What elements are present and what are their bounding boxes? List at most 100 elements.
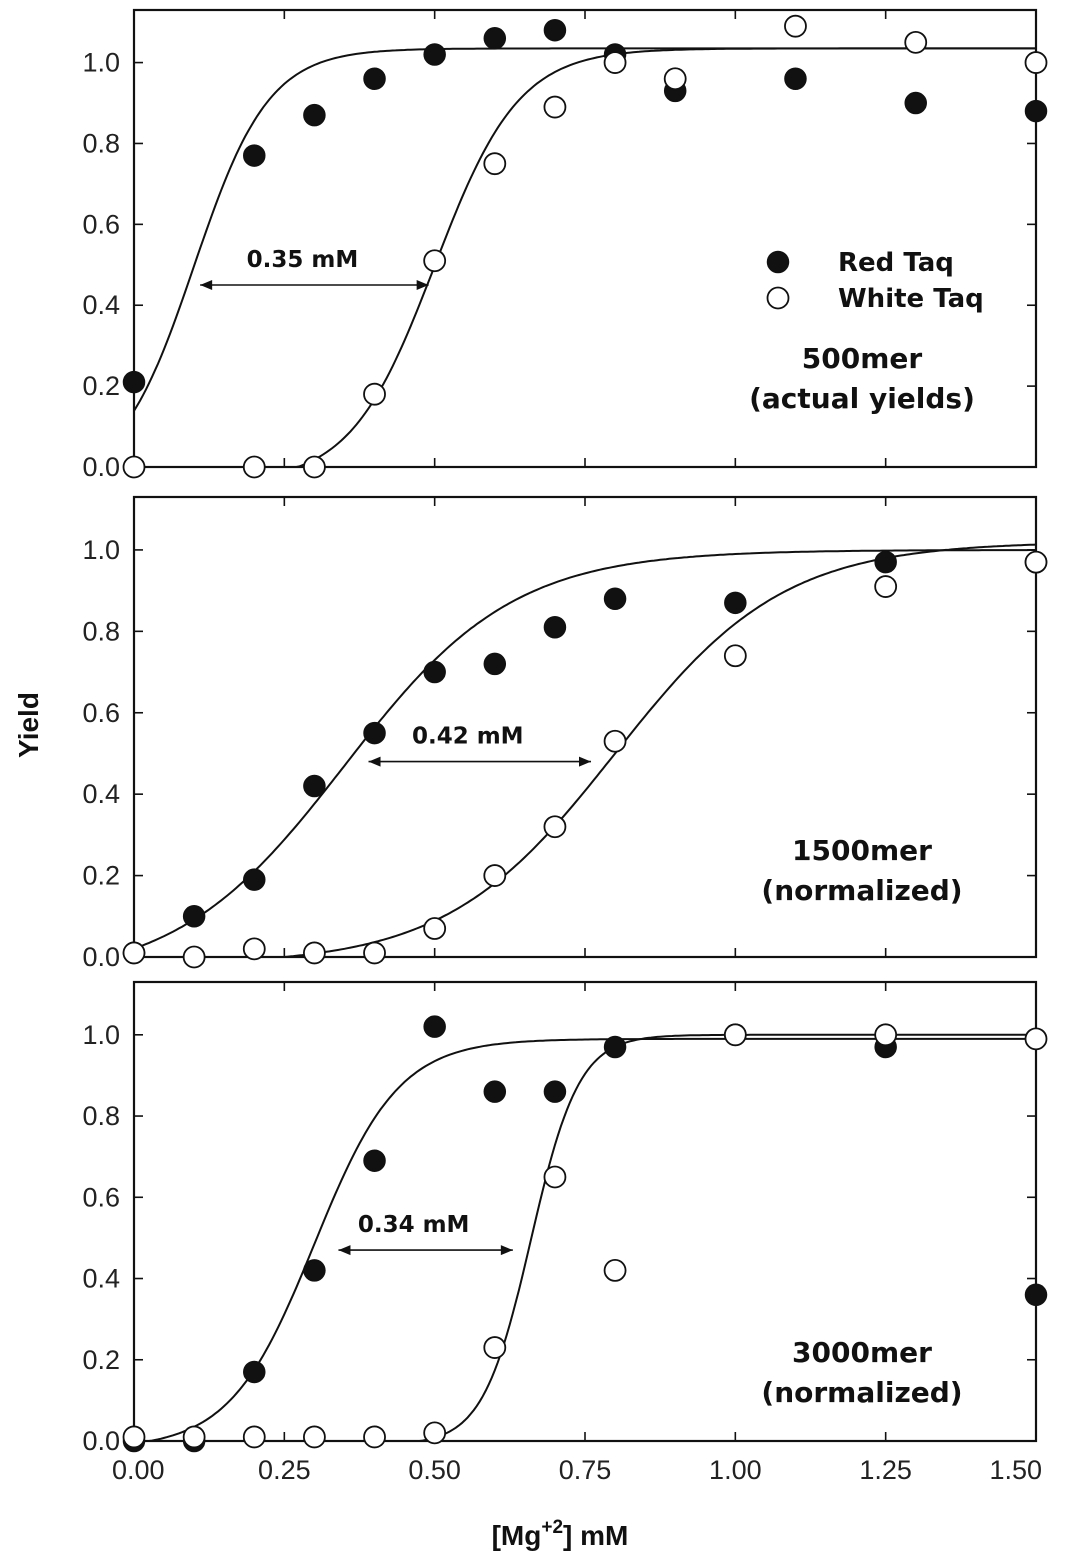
data-point-white-taq <box>483 864 507 887</box>
data-point-white-taq <box>603 729 627 753</box>
panel-label-line: 500mer <box>802 342 923 375</box>
y-tick-label: 1.0 <box>82 1020 120 1050</box>
data-point-white-taq <box>423 917 447 940</box>
data-point-white-taq <box>1024 1027 1048 1051</box>
data-point-white-taq <box>122 455 146 479</box>
data-point-white-taq <box>663 67 687 91</box>
data-point-white-taq <box>1024 51 1048 74</box>
fit-curve-red-taq <box>133 549 1036 950</box>
data-point-white-taq <box>302 455 326 479</box>
panels: 0.0 0.2 0.4 0.6 0.8 1.0 0.35 mM 500mer (actual y… <box>82 8 1048 1485</box>
y-tick-label: 0.6 <box>82 209 120 239</box>
data-point-red-taq <box>182 905 206 928</box>
data-point-white-taq <box>603 51 627 74</box>
data-point-white-taq <box>122 1425 146 1449</box>
data-point-red-taq <box>423 43 446 66</box>
annotation-arrowhead-left <box>338 1245 351 1256</box>
data-point-red-taq <box>1024 99 1048 123</box>
data-point-white-taq <box>242 1425 266 1449</box>
data-point-red-taq <box>483 652 507 676</box>
data-point-white-taq <box>182 1425 206 1449</box>
data-point-red-taq <box>122 370 146 394</box>
annotation-arrowhead-left <box>200 280 213 291</box>
data-point-white-taq <box>363 941 386 965</box>
data-point-white-taq <box>483 152 507 176</box>
panel-label-line: (normalized) <box>761 1376 962 1409</box>
data-point-white-taq <box>242 937 266 961</box>
data-point-red-taq <box>243 868 266 891</box>
data-point-white-taq <box>423 1421 447 1445</box>
annotation-arrowhead-right <box>579 756 592 767</box>
annotation-label: 0.42 mM <box>412 724 524 750</box>
data-point-white-taq <box>723 644 747 668</box>
legend-marker-red-taq <box>766 250 790 274</box>
y-tick-label: 0.0 <box>82 1426 120 1456</box>
data-point-white-taq <box>182 945 206 969</box>
data-point-red-taq <box>303 1259 326 1282</box>
x-tick-label: 0.25 <box>258 1455 311 1485</box>
y-tick-label: 0.8 <box>82 1101 120 1131</box>
data-point-red-taq <box>603 1035 627 1059</box>
data-point-white-taq <box>874 1023 898 1047</box>
y-tick-label: 1.0 <box>82 48 120 78</box>
y-tick-label: 0.4 <box>82 1264 120 1294</box>
legend-label: White Taq <box>838 284 984 314</box>
data-point-red-taq <box>483 27 507 50</box>
panel-label-line: 1500mer <box>792 834 932 867</box>
data-point-white-taq <box>122 941 146 965</box>
annotation-arrowhead-right <box>500 1245 513 1256</box>
data-point-white-taq <box>784 14 807 38</box>
y-tick-label: 0.2 <box>82 371 120 401</box>
y-tick-label: 0.6 <box>82 698 120 728</box>
data-point-red-taq <box>904 91 927 115</box>
data-point-red-taq <box>784 67 807 91</box>
y-tick-label: 0.0 <box>82 942 120 972</box>
data-point-red-taq <box>543 1080 567 1103</box>
annotation-label: 0.34 mM <box>358 1212 470 1238</box>
data-point-red-taq <box>874 550 897 574</box>
annotation-label: 0.35 mM <box>247 247 359 273</box>
panel-label-line: (actual yields) <box>749 382 975 415</box>
data-point-white-taq <box>543 1165 567 1189</box>
data-point-white-taq <box>603 1258 627 1282</box>
panel-label-line: (normalized) <box>761 874 962 907</box>
x-tick-label: 0.00 <box>112 1455 165 1485</box>
data-point-red-taq <box>483 1080 507 1103</box>
data-point-white-taq <box>1024 550 1048 574</box>
x-axis-title: [Mg+2] mM <box>492 1517 629 1551</box>
data-point-white-taq <box>543 815 567 839</box>
legend-marker-white-taq <box>766 286 790 310</box>
data-point-red-taq <box>243 144 266 167</box>
legend: Red Taq White Taq <box>766 248 984 314</box>
x-axis-title-post: ] mM <box>563 1520 628 1551</box>
data-point-red-taq <box>363 721 386 745</box>
y-tick-label: 0.0 <box>82 452 120 482</box>
y-tick-label: 0.6 <box>82 1182 120 1212</box>
x-axis-title-pre: [Mg <box>492 1520 542 1551</box>
panel-label-line: 3000mer <box>792 1336 932 1369</box>
data-point-red-taq <box>303 103 326 127</box>
data-point-white-taq <box>543 95 567 119</box>
panel-2: 0.0 0.2 0.4 0.6 0.8 1.0 0.42 mM 1500mer (normali… <box>82 495 1048 972</box>
y-tick-label: 0.8 <box>82 616 120 646</box>
x-axis-title-sup: +2 <box>541 1517 563 1538</box>
data-point-white-taq <box>483 1336 507 1359</box>
y-tick-label: 0.4 <box>82 779 120 809</box>
data-point-red-taq <box>423 660 446 684</box>
x-tick-label: 1.50 <box>989 1455 1042 1485</box>
x-tick-label: 0.50 <box>408 1455 461 1485</box>
data-point-red-taq <box>363 67 386 91</box>
x-tick-label: 1.00 <box>709 1455 762 1485</box>
data-point-white-taq <box>242 455 266 479</box>
panel-3: 0.0 0.2 0.4 0.6 0.8 1.0 0.00 0.25 0.50 0.75 1.00 1.… <box>82 980 1048 1485</box>
plot-frame <box>132 980 1038 1443</box>
data-point-red-taq <box>724 591 747 615</box>
data-point-red-taq <box>363 1149 386 1172</box>
y-axis-title: Yield <box>13 692 44 758</box>
data-point-red-taq <box>1024 1283 1048 1307</box>
data-point-red-taq <box>243 1360 266 1384</box>
y-tick-label: 0.8 <box>82 128 120 158</box>
y-tick-label: 0.2 <box>82 861 120 891</box>
data-point-white-taq <box>363 382 386 406</box>
data-point-white-taq <box>302 1425 326 1449</box>
